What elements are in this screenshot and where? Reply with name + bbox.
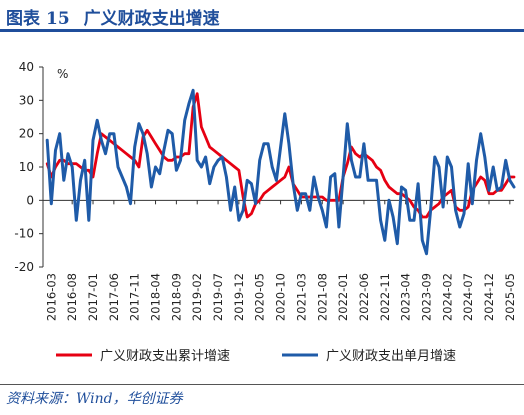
x-tick-label: 2019-07 (211, 273, 225, 321)
series-line-1 (45, 92, 516, 219)
x-tick-label: 2020-05 (253, 273, 267, 321)
x-tick-label: 2023-09 (419, 273, 433, 321)
y-tick-label: 10 (19, 160, 34, 174)
x-tick-label: 2017-11 (128, 273, 142, 321)
x-tick-label: 2023-04 (399, 273, 413, 321)
x-tick-label: 2017-06 (107, 273, 121, 321)
x-tick-label: 2021-08 (315, 273, 329, 321)
x-tick-label: 2020-10 (274, 273, 288, 321)
y-tick-label: -20 (14, 260, 34, 274)
figure-label: 图表 (6, 9, 40, 29)
x-tick-label: 2018-04 (149, 273, 163, 321)
chart-series (45, 88, 516, 256)
x-tick-label: 2019-02 (190, 273, 204, 321)
title-rule (0, 29, 524, 32)
x-tick-label: 2024-02 (440, 273, 454, 321)
y-tick-label: 40 (19, 60, 34, 74)
x-tick-label: 2019-12 (232, 273, 246, 321)
x-tick-label: 2024-12 (482, 273, 496, 321)
y-unit-label: % (57, 67, 68, 81)
x-tick-label: 2016-03 (44, 273, 58, 321)
series-line-2 (45, 88, 516, 256)
x-tick-label: 2018-09 (169, 273, 183, 321)
legend-label-1: 广义财政支出累计增速 (100, 349, 230, 364)
y-tick-label: 20 (19, 127, 34, 141)
x-tick-label: 2022-01 (336, 273, 350, 321)
legend-label-2: 广义财政支出单月增速 (326, 349, 456, 364)
x-tick-label: 2017-01 (86, 273, 100, 321)
y-tick-label: -10 (14, 227, 34, 241)
figure-title-text: 广义财政支出增速 (83, 9, 220, 29)
x-tick-label: 2025-05 (503, 273, 517, 321)
chart-axes: -20 -10 0 10 20 30 40 % 2016-03 2016-08 2017-01 201… (14, 60, 516, 321)
x-tick-label: 2022-06 (357, 273, 371, 321)
y-tick-label: 30 (19, 93, 34, 107)
y-tick-label: 0 (26, 193, 34, 207)
line-chart: -20 -10 0 10 20 30 40 % 2016-03 2016-08 2017-01 201… (14, 60, 516, 364)
x-tick-label: 2022-11 (378, 273, 392, 321)
x-tick-label: 2021-03 (294, 273, 308, 321)
figure-number: 15 (46, 9, 70, 29)
figure-title: 图表 15 广义财政支出增速 (6, 4, 220, 29)
x-tick-label: 2016-08 (65, 273, 79, 321)
chart-legend: 广义财政支出累计增速 广义财政支出单月增速 (56, 349, 456, 364)
source-rule (0, 384, 524, 385)
x-tick-label: 2024-07 (461, 273, 475, 321)
source-note: 资料来源：Wind，华创证券 (6, 391, 183, 407)
